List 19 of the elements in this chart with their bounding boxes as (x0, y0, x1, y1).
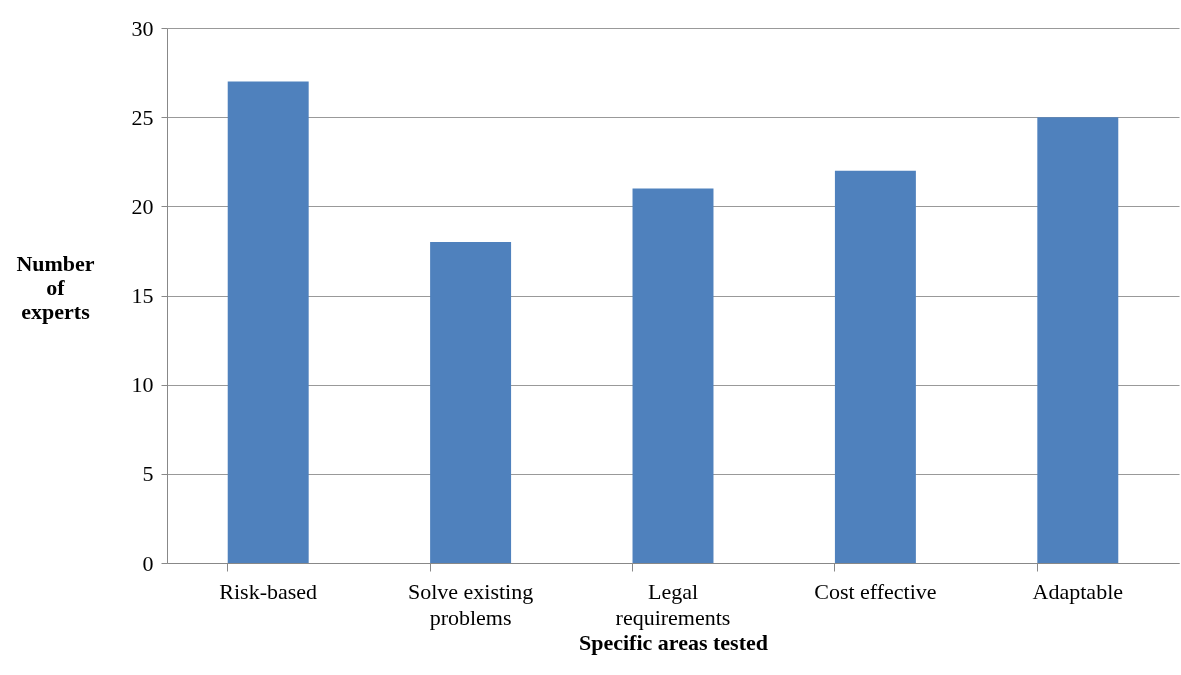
y-tick-label: 30 (131, 15, 154, 41)
x-axis-title: Specific areas tested (579, 629, 768, 655)
x-tick-label: Solve existing problems (407, 578, 534, 630)
y-tick-label: 5 (142, 461, 154, 487)
y-tick-label: 10 (131, 372, 154, 398)
y-tick-label: 20 (131, 193, 154, 219)
bar (430, 242, 512, 563)
bar (632, 188, 714, 563)
y-tick-label: 15 (131, 283, 154, 308)
y-axis-title: Number of experts (16, 250, 95, 324)
bar (227, 81, 309, 563)
bar (834, 170, 916, 563)
x-tick-label: Cost effective (814, 578, 937, 604)
x-tick-label: Risk-based (219, 578, 318, 604)
y-tick-label: 0 (142, 550, 154, 576)
x-tick-label: Legal requirements (615, 578, 731, 630)
x-tick-label: Adaptable (1032, 578, 1123, 604)
y-tick-label: 25 (131, 104, 154, 130)
bar (1037, 117, 1119, 563)
